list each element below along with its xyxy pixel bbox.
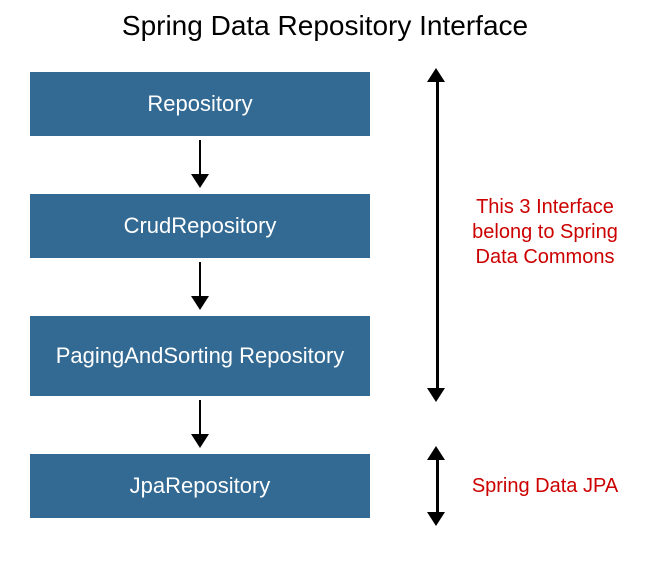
bracket-line — [436, 458, 439, 512]
arrow-repo-to-crud — [199, 140, 201, 186]
node-repository: Repository — [30, 72, 370, 136]
node-label: PagingAndSorting Repository — [56, 343, 345, 368]
bracket-line — [436, 80, 439, 388]
annotation-jpa: Spring Data JPA — [460, 474, 630, 499]
node-crud-repository: CrudRepository — [30, 194, 370, 258]
node-paging-sorting-repository: PagingAndSorting Repository — [30, 316, 370, 396]
bracket-arrowhead-down-icon — [427, 388, 445, 402]
arrow-crud-to-paging — [199, 262, 201, 308]
arrow-paging-to-jpa — [199, 400, 201, 446]
bracket-arrowhead-down-icon — [427, 512, 445, 526]
annotation-commons: This 3 Interface belong to Spring Data C… — [460, 195, 630, 270]
node-label: CrudRepository — [124, 213, 277, 238]
node-label: Repository — [147, 91, 252, 116]
diagram-title: Spring Data Repository Interface — [0, 10, 650, 42]
node-label: JpaRepository — [130, 473, 271, 498]
node-jpa-repository: JpaRepository — [30, 454, 370, 518]
